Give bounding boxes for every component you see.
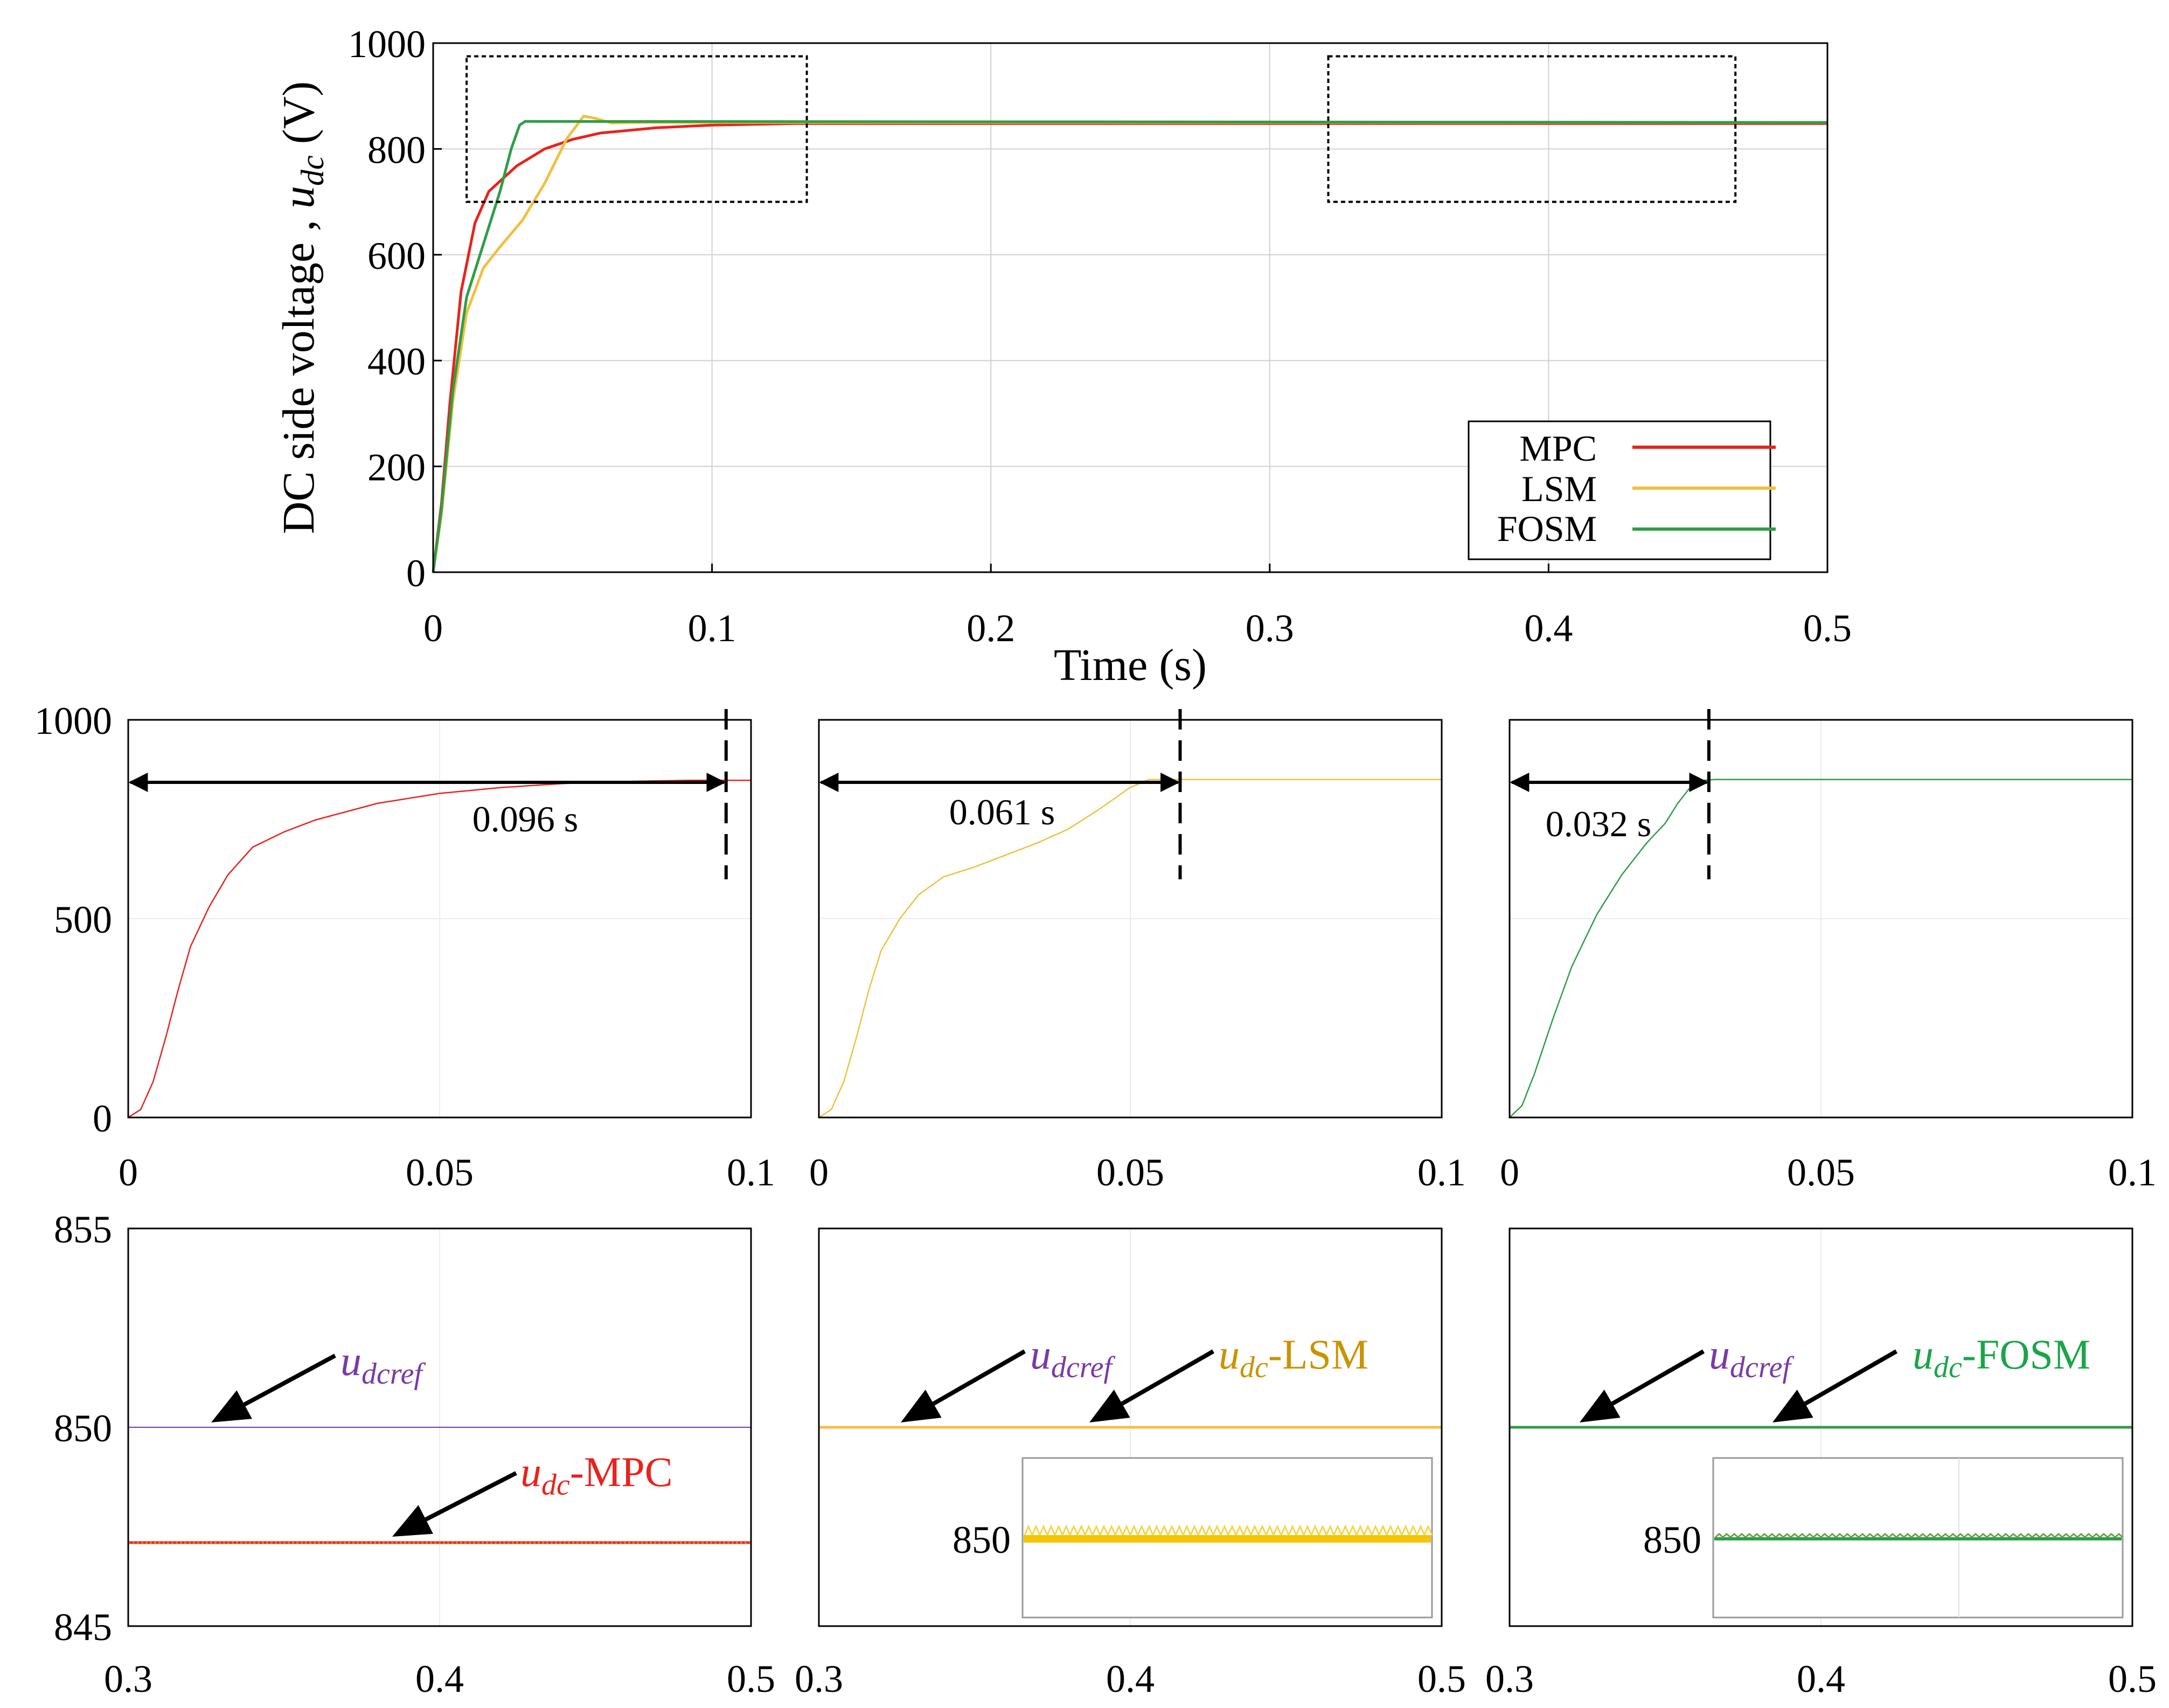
panel-x-tick-label: 0.05 <box>1787 1151 1855 1194</box>
legend-label-mpc: MPC <box>1519 428 1597 469</box>
panel-x-tick-label: 0.4 <box>1797 1657 1845 1700</box>
main-y-tick-label: 0 <box>406 552 426 595</box>
legend-label-lsm: LSM <box>1521 468 1597 509</box>
main-series-lines <box>432 114 1828 573</box>
label-udcref-fosm: udcref <box>1709 1331 1795 1384</box>
panel-y-tick-label: 850 <box>54 1407 112 1450</box>
label-udc-lsm: udc-LSM <box>1219 1331 1368 1384</box>
settling-time-lsm: 0.061 s <box>949 791 1055 832</box>
inset-y-tick-label: 850 <box>953 1518 1011 1561</box>
panel-y-tick-label: 0 <box>93 1097 112 1140</box>
panel-frame <box>818 719 1443 1119</box>
zoom-panel-lsm-startup: 0 0.05 0.1 <box>809 709 1466 1194</box>
panel-y-tick-label: 845 <box>54 1606 112 1649</box>
annotation-arrowhead <box>1089 1390 1130 1422</box>
panel-y-tick-label: 855 <box>54 1208 112 1251</box>
panel-frame <box>127 719 752 1119</box>
main-y-tick-label: 400 <box>367 340 426 383</box>
panel-x-tick-label: 0.1 <box>2108 1151 2157 1194</box>
panel-x-tick-label: 0.5 <box>1417 1657 1466 1700</box>
zoom-panel-fosm-startup: 0 0.05 0.1 <box>1500 709 2157 1194</box>
label-udcref-lsm: udcref <box>1030 1331 1116 1384</box>
annotation-arrow <box>1121 1349 1214 1406</box>
y-label-var: u <box>274 186 324 209</box>
zoom-panel-fosm-steady: 0.3 0.4 0.5 850 <box>1485 1227 2157 1700</box>
panel-y-tick-label: 1000 <box>34 699 112 742</box>
label-udc-fosm: udc-FOSM <box>1913 1331 2090 1384</box>
y-label-sub: dc <box>295 155 330 186</box>
main-y-axis-label: DC side voltage , udc (V) <box>274 81 330 534</box>
settling-time-fosm: 0.032 s <box>1546 803 1651 844</box>
annotation-arrowhead <box>211 1390 252 1422</box>
annotation-arrow <box>425 1471 517 1522</box>
panel-x-tick-label: 0.1 <box>1417 1151 1466 1194</box>
panel-x-tick-label: 0 <box>809 1151 829 1194</box>
legend: MPC LSM FOSM <box>1468 420 1776 560</box>
main-x-tick-label: 0.3 <box>1246 607 1294 650</box>
main-zoom-boxes <box>465 55 1737 203</box>
y-label-prefix: DC side voltage , <box>274 209 324 534</box>
annotation-arrowhead <box>392 1505 433 1537</box>
main-x-tick-label: 0 <box>423 607 443 650</box>
main-series-mpc <box>432 122 1827 573</box>
annotation-arrow <box>1611 1349 1705 1406</box>
zoom-panel-mpc-steady: 0.3 0.4 0.5 845 850 855 <box>54 1208 775 1700</box>
label-udcref-mpc: udcref <box>340 1337 426 1391</box>
annotation-arrow <box>1804 1349 1897 1406</box>
panel-x-tick-label: 0.3 <box>1485 1657 1534 1700</box>
zoom-box-1 <box>465 55 808 203</box>
panel-y-tick-label: 500 <box>54 898 112 941</box>
legend-label-fosm: FOSM <box>1497 508 1597 549</box>
annotation-arrow <box>243 1353 336 1407</box>
inset-ripple <box>1024 1524 1433 1536</box>
main-y-tick-label: 600 <box>367 234 426 277</box>
main-x-tick-label: 0.4 <box>1524 607 1573 650</box>
panel-x-tick-label: 0.05 <box>1096 1151 1164 1194</box>
main-x-axis-label: Time (s) <box>1054 640 1207 690</box>
panel-x-tick-label: 0.05 <box>406 1151 474 1194</box>
zoom-panel-lsm-steady: 0.3 0.4 0.5 850 <box>795 1227 1466 1700</box>
panel-x-tick-label: 0.3 <box>795 1657 843 1700</box>
main-y-tick-label: 1000 <box>348 23 426 66</box>
y-label-suffix: (V) <box>274 81 324 156</box>
panel-x-tick-label: 0.5 <box>2108 1657 2157 1700</box>
label-udc-mpc: udc-MPC <box>520 1448 673 1502</box>
annotation-arrows <box>211 1349 1897 1537</box>
panel-x-tick-label: 0.4 <box>1106 1657 1155 1700</box>
annotation-arrowhead <box>1772 1390 1813 1422</box>
annotation-arrow <box>932 1349 1026 1406</box>
panel-x-tick-label: 0.3 <box>104 1657 152 1700</box>
main-x-tick-label: 0.5 <box>1803 607 1852 650</box>
main-x-tick-label: 0.1 <box>688 607 736 650</box>
main-chart: 0 0.1 0.2 0.3 0.4 0.5 0 200 400 600 800 1000 Time … <box>274 23 1852 690</box>
panel-x-tick-label: 0.4 <box>415 1657 464 1700</box>
panel-frame <box>1508 719 2133 1119</box>
main-y-tick-labels: 0 200 400 600 800 1000 <box>348 23 426 595</box>
main-x-tick-labels: 0 0.1 0.2 0.3 0.4 0.5 <box>423 607 1852 650</box>
settling-time-mpc: 0.096 s <box>472 799 578 839</box>
panel-frame <box>127 1227 752 1627</box>
main-y-tick-label: 800 <box>367 128 426 171</box>
panel-x-tick-label: 0.5 <box>727 1657 775 1700</box>
annotation-arrowhead <box>1580 1390 1621 1422</box>
inset-y-tick-label: 850 <box>1643 1518 1701 1561</box>
annotation-arrowhead <box>901 1390 942 1422</box>
legend-box <box>1468 420 1771 560</box>
zoom-box-2 <box>1327 55 1737 203</box>
panel-frame <box>818 1227 1443 1627</box>
zoom-panel-mpc-startup: 0 0.05 0.1 0 500 1000 <box>34 699 775 1194</box>
panel-x-tick-label: 0 <box>119 1151 138 1194</box>
panel-x-tick-label: 0.1 <box>727 1151 775 1194</box>
main-plot-frame <box>432 42 1829 573</box>
inset-ripple <box>1715 1533 2123 1538</box>
main-x-tick-label: 0.2 <box>967 607 1015 650</box>
panel-frame <box>1508 1227 2133 1627</box>
panel-x-tick-label: 0 <box>1500 1151 1519 1194</box>
main-y-tick-label: 200 <box>367 446 426 489</box>
main-series-fosm <box>432 120 1828 573</box>
